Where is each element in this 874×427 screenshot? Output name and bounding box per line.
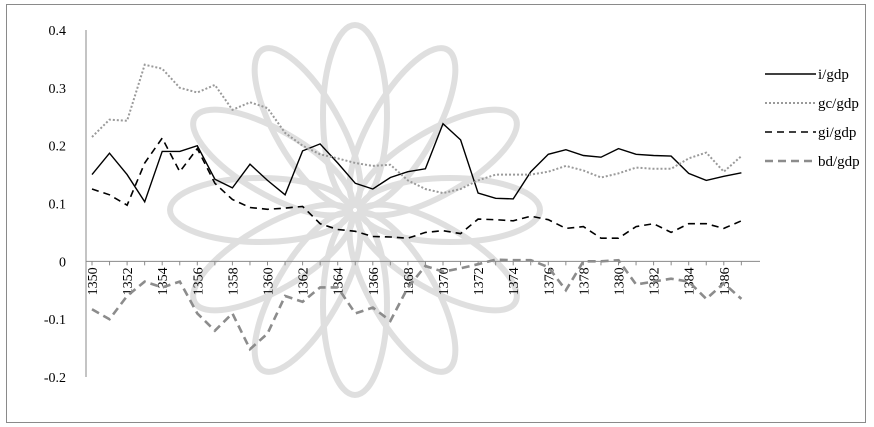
legend-label: i/gdp bbox=[818, 67, 849, 83]
legend: i/gdp gc/gdp gi/gdp bd/gdp bbox=[765, 67, 860, 170]
watermark-petal bbox=[354, 201, 520, 314]
watermark bbox=[167, 22, 543, 398]
legend-label: gi/gdp bbox=[818, 125, 856, 141]
x-tick-label: 1386 bbox=[718, 267, 733, 295]
x-tick-label: 1350 bbox=[86, 267, 101, 295]
x-tick-label: 1352 bbox=[121, 267, 136, 295]
watermark-petal bbox=[251, 209, 364, 375]
watermark-petal bbox=[320, 212, 390, 398]
watermark-petal bbox=[320, 22, 390, 208]
series-layer bbox=[91, 63, 743, 352]
x-tick-label: 1362 bbox=[297, 267, 312, 295]
x-tick-label: 1364 bbox=[332, 267, 347, 295]
y-tick-label: -0.2 bbox=[44, 371, 66, 386]
x-tick-label: 1354 bbox=[156, 267, 171, 295]
y-tick-label: 0.4 bbox=[49, 24, 67, 39]
x-tick-label: 1370 bbox=[437, 267, 452, 295]
x-tick-label: 1372 bbox=[472, 267, 487, 295]
watermark-petal bbox=[357, 175, 543, 245]
y-tick-label: 0 bbox=[59, 255, 66, 270]
series-line-gc-gdp bbox=[91, 63, 743, 195]
watermark-petal bbox=[167, 175, 353, 245]
x-tick-label: 1366 bbox=[367, 267, 382, 295]
x-tick-label: 1358 bbox=[226, 267, 241, 295]
x-tick-label: 1376 bbox=[542, 267, 557, 295]
watermark-petal bbox=[251, 45, 364, 211]
y-tick-label: 0.1 bbox=[49, 198, 67, 213]
watermark-petal bbox=[346, 45, 459, 211]
y-tick-label: 0.3 bbox=[49, 82, 67, 97]
x-tick-label: 1368 bbox=[402, 267, 417, 295]
y-tick-label: -0.1 bbox=[44, 313, 66, 328]
x-tick-label: 1378 bbox=[577, 267, 592, 295]
series-line-bd-gdp bbox=[91, 258, 743, 352]
y-tick-labels: 0.4 0.3 0.2 0.1 0 -0.1 -0.2 bbox=[44, 24, 66, 386]
watermark-petal bbox=[190, 201, 356, 314]
x-tick-label: 1374 bbox=[507, 267, 522, 295]
x-tick-label: 1380 bbox=[613, 267, 628, 295]
x-tick-labels: 1350 1352 1354 1356 1358 1360 1362 1364 1366 1368… bbox=[86, 261, 742, 295]
x-tick-label: 1360 bbox=[262, 267, 277, 295]
series-line-gi-gdp bbox=[91, 136, 742, 240]
legend-label: gc/gdp bbox=[818, 96, 859, 112]
chart-frame bbox=[6, 4, 866, 423]
y-tick-label: 0.2 bbox=[49, 140, 67, 155]
series-line-i-gdp bbox=[91, 122, 742, 204]
x-tick-label: 1356 bbox=[191, 267, 206, 295]
legend-label: bd/gdp bbox=[818, 154, 860, 170]
